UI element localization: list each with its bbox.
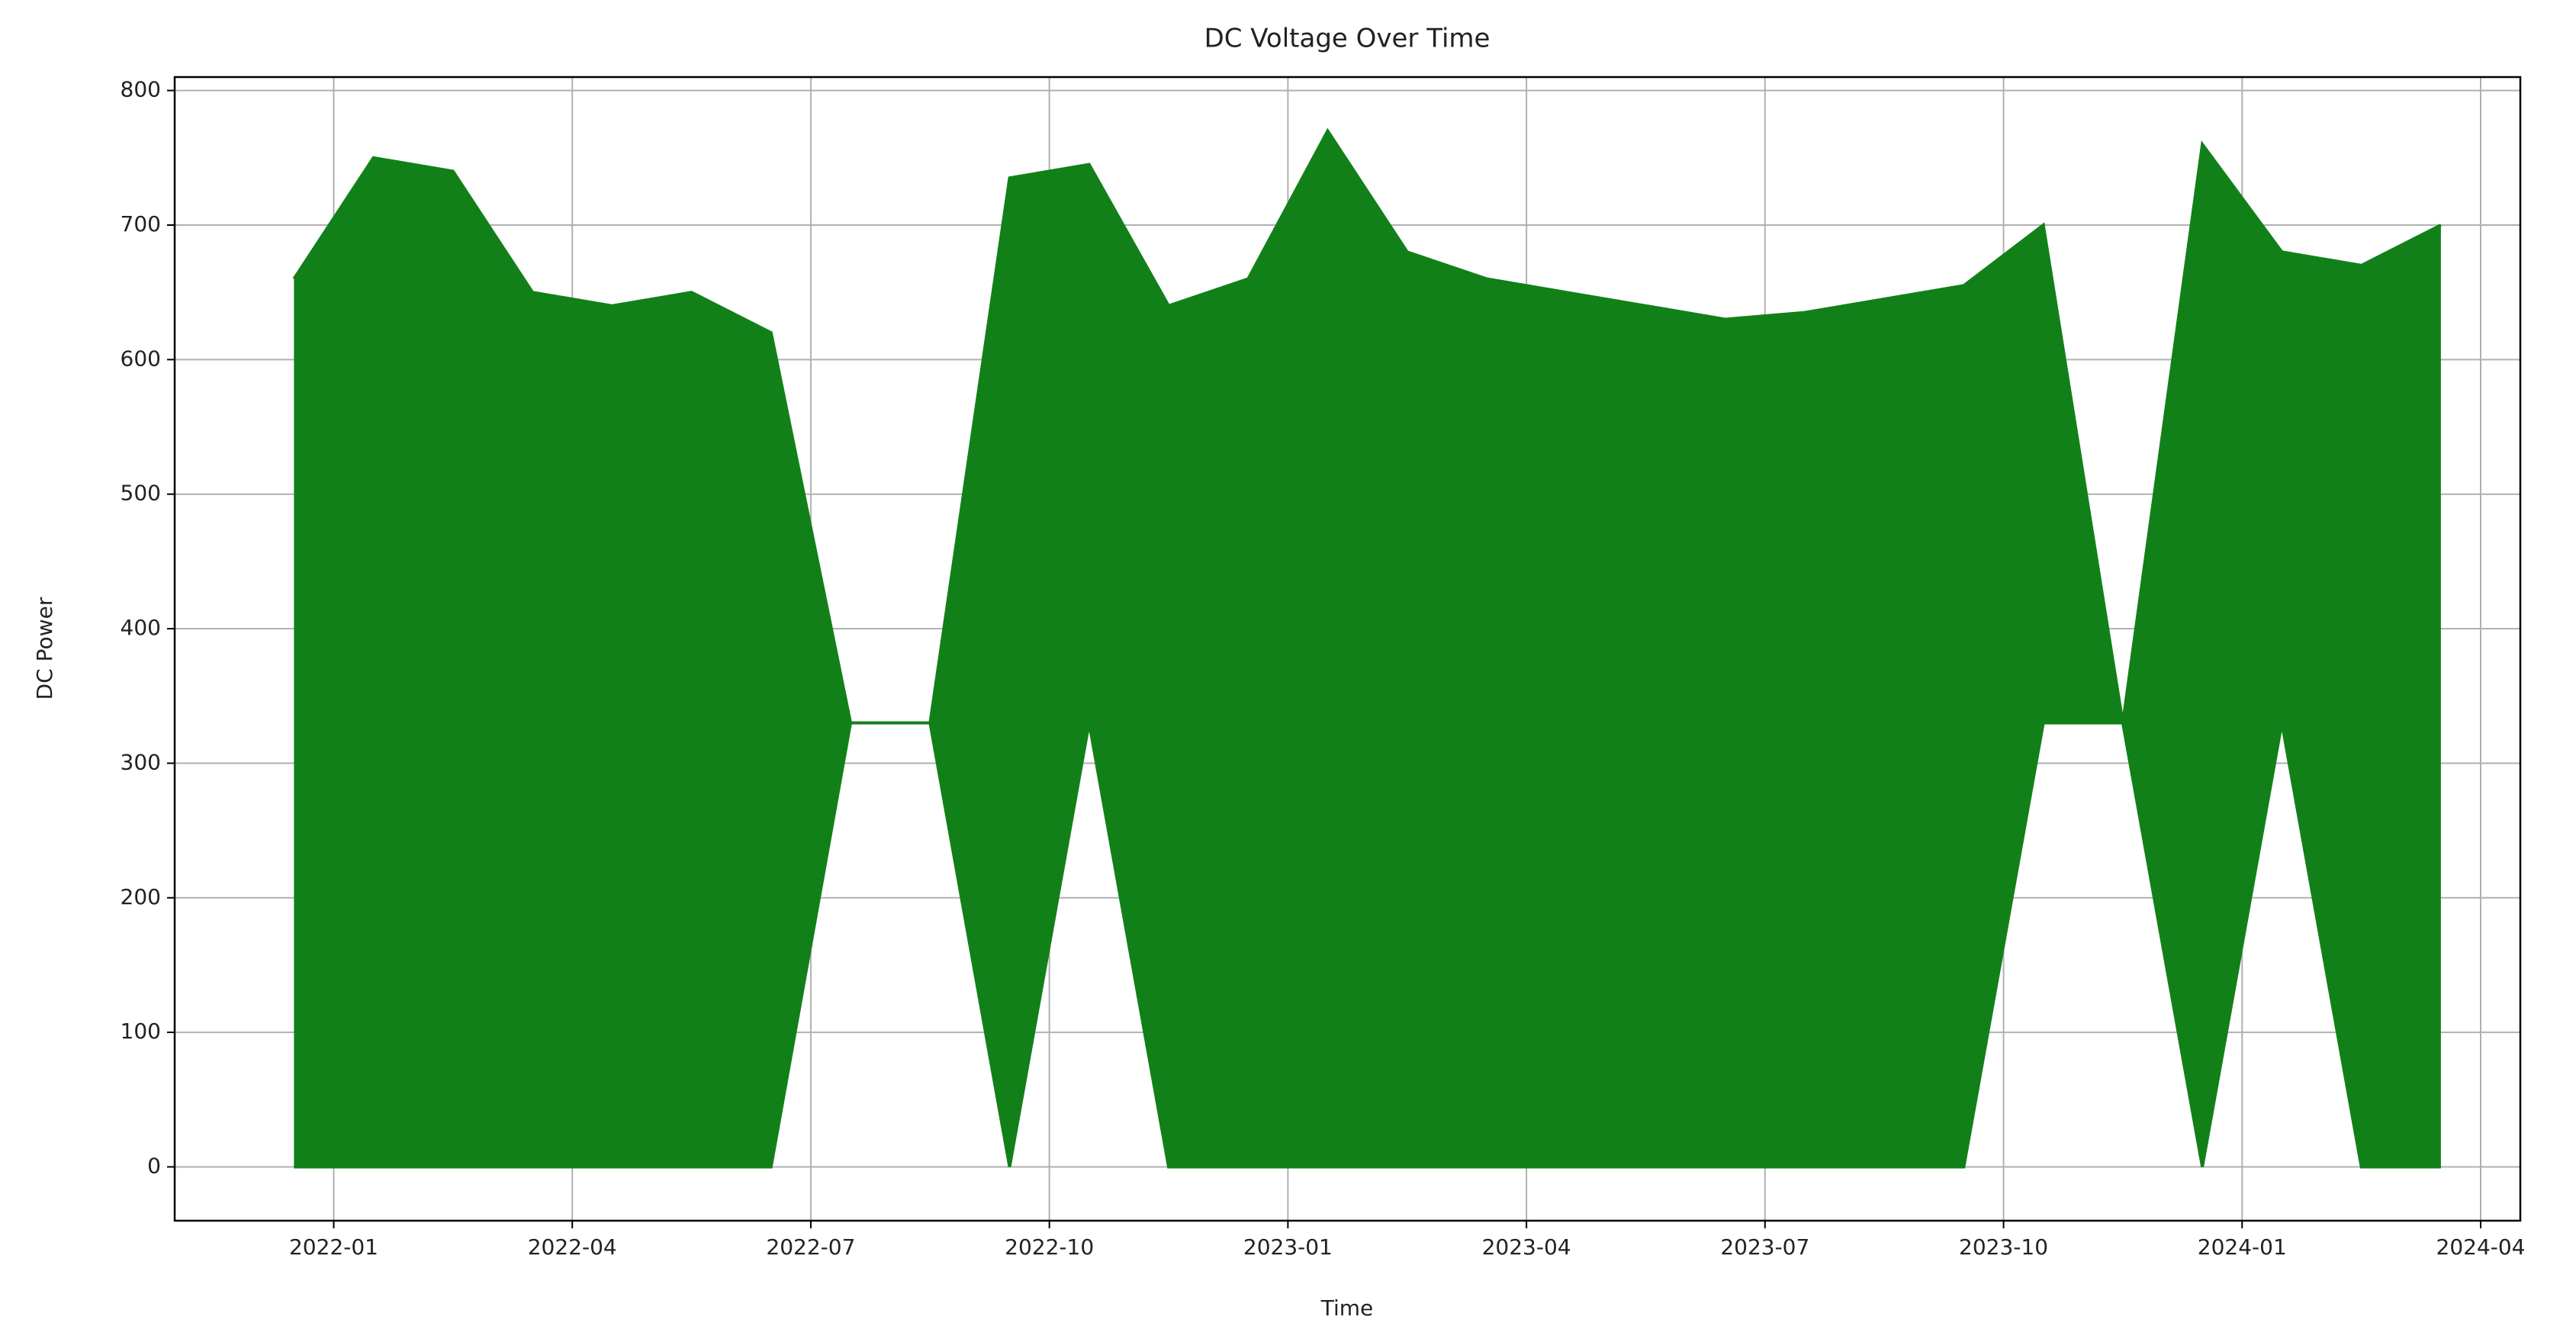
plot-frame: [173, 76, 2522, 1222]
y-tick-label: 200: [121, 884, 161, 909]
voltage-upper: [292, 127, 2442, 725]
y-tick-label: 800: [121, 77, 161, 102]
y-axis-label: DC Power: [32, 597, 57, 700]
y-tick-label: 600: [121, 346, 161, 371]
y-tick-label: 700: [121, 211, 161, 237]
x-tick-label: 2023-01: [1243, 1234, 1333, 1260]
x-tick-label: 2024-04: [2436, 1234, 2526, 1260]
voltage-lower: [294, 721, 2441, 1169]
x-tick-label: 2023-07: [1720, 1234, 1809, 1260]
chart-title: DC Voltage Over Time: [1204, 24, 1491, 54]
y-tick-label: 300: [121, 749, 161, 774]
y-tick-label: 500: [121, 481, 161, 506]
y-tick-label: 100: [121, 1019, 161, 1044]
x-tick-label: 2023-10: [1959, 1234, 2048, 1260]
y-tick-label: 400: [121, 615, 161, 640]
voltage-band: [294, 130, 2441, 1167]
y-tick-label: 0: [147, 1153, 161, 1178]
x-tick-label: 2022-07: [766, 1234, 855, 1260]
x-tick-label: 2022-04: [528, 1234, 617, 1260]
x-tick-label: 2022-10: [1005, 1234, 1094, 1260]
x-axis-label: Time: [1320, 1295, 1374, 1321]
x-tick-label: 2023-04: [1482, 1234, 1571, 1260]
x-tick-label: 2022-01: [289, 1234, 378, 1260]
x-tick-label: 2024-01: [2198, 1234, 2287, 1260]
